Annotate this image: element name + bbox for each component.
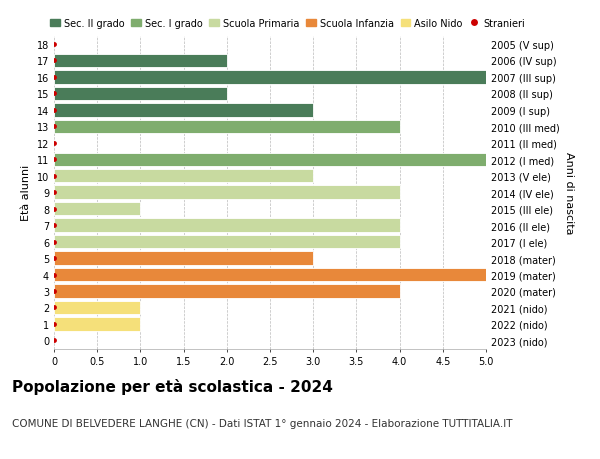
Bar: [54, 120, 400, 134]
Bar: [54, 170, 313, 183]
Bar: [54, 219, 400, 232]
Bar: [54, 318, 140, 331]
Legend: Sec. II grado, Sec. I grado, Scuola Primaria, Scuola Infanzia, Asilo Nido, Stran: Sec. II grado, Sec. I grado, Scuola Prim…: [50, 19, 525, 29]
Bar: [54, 55, 227, 68]
Bar: [54, 252, 313, 265]
Bar: [54, 268, 486, 282]
Bar: [54, 235, 400, 249]
Text: Popolazione per età scolastica - 2024: Popolazione per età scolastica - 2024: [12, 379, 333, 395]
Bar: [54, 301, 140, 314]
Bar: [54, 186, 400, 200]
Bar: [54, 71, 486, 84]
Bar: [54, 104, 313, 118]
Bar: [54, 88, 227, 101]
Text: COMUNE DI BELVEDERE LANGHE (CN) - Dati ISTAT 1° gennaio 2024 - Elaborazione TUTT: COMUNE DI BELVEDERE LANGHE (CN) - Dati I…: [12, 418, 512, 428]
Y-axis label: Età alunni: Età alunni: [21, 165, 31, 221]
Bar: [54, 285, 400, 298]
Bar: [54, 202, 140, 216]
Bar: [54, 153, 486, 167]
Y-axis label: Anni di nascita: Anni di nascita: [563, 151, 574, 234]
